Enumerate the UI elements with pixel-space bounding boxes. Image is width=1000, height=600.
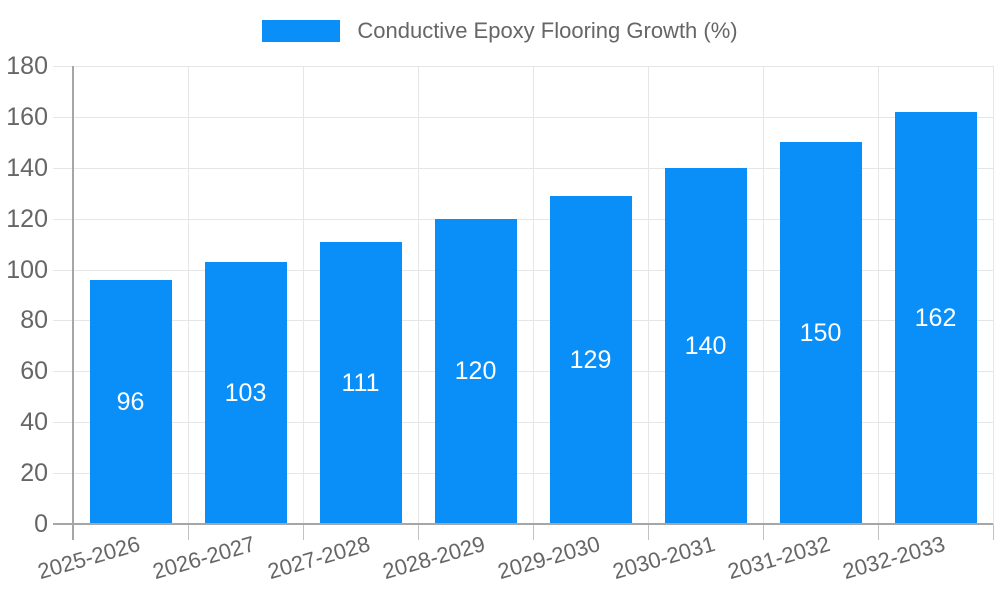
x-axis-line [53,523,993,525]
gridline-vertical [533,66,534,524]
x-axis-tick [878,524,879,540]
legend-label: Conductive Epoxy Flooring Growth (%) [357,18,738,43]
legend-swatch [262,20,341,42]
y-axis-label: 120 [6,204,48,233]
x-axis-tick [648,524,649,540]
legend-item[interactable]: Conductive Epoxy Flooring Growth (%) [262,18,738,44]
x-axis-label: 2028-2029 [380,531,489,585]
y-axis-label: 60 [20,357,48,386]
x-axis-label: 2032-2033 [840,531,949,585]
x-axis-tick [188,524,189,540]
bar[interactable]: 150 [779,142,862,524]
x-axis-tick [418,524,419,540]
gridline-vertical [303,66,304,524]
bar[interactable]: 129 [549,195,632,524]
gridline-vertical [648,66,649,524]
x-axis-tick [533,524,534,540]
x-axis-label: 2031-2032 [725,531,834,585]
bar-value-label: 120 [454,357,497,386]
x-axis-tick [763,524,764,540]
x-axis-tick [993,524,994,540]
gridline-horizontal [53,269,993,271]
bar-value-label: 111 [341,368,380,397]
bar-value-label: 140 [684,331,727,360]
bar[interactable]: 162 [894,111,977,524]
y-axis-label: 100 [6,255,48,284]
gridline-horizontal [53,371,993,373]
x-axis-label: 2030-2031 [610,531,719,585]
x-axis-label: 2027-2028 [265,531,374,585]
bar[interactable]: 111 [319,241,402,524]
y-axis-label: 40 [20,408,48,437]
bar[interactable]: 96 [89,279,172,524]
gridline-horizontal [53,167,993,169]
gridline-vertical [763,66,764,524]
gridline-vertical [878,66,879,524]
gridline-horizontal [53,473,993,475]
gridline-horizontal [53,218,993,220]
gridline-horizontal [53,320,993,322]
bar-value-label: 96 [116,387,145,416]
gridline-vertical [418,66,419,524]
x-axis-tick [303,524,304,540]
bar[interactable]: 140 [664,167,747,524]
bar-value-label: 162 [914,303,957,332]
x-axis-label: 2025-2026 [35,531,144,585]
x-axis-label: 2026-2027 [150,531,259,585]
bar[interactable]: 103 [204,261,287,524]
y-axis-label: 180 [6,52,48,80]
gridline-vertical [188,66,189,524]
y-axis-label: 160 [6,102,48,131]
gridline-horizontal [53,116,993,118]
y-axis-label: 80 [20,306,48,335]
gridline-horizontal [53,422,993,424]
gridline-vertical [993,66,994,524]
chart-legend: Conductive Epoxy Flooring Growth (%) [0,18,1000,44]
bar-value-label: 129 [569,345,612,374]
y-axis-label: 0 [34,510,48,538]
bar-value-label: 150 [799,319,842,348]
y-axis-label: 20 [20,459,48,488]
bar[interactable]: 120 [434,218,517,524]
y-axis-line [72,66,74,540]
gridline-horizontal [53,66,993,67]
bar-value-label: 103 [224,378,267,407]
y-axis-label: 140 [6,153,48,182]
x-axis-label: 2029-2030 [495,531,604,585]
